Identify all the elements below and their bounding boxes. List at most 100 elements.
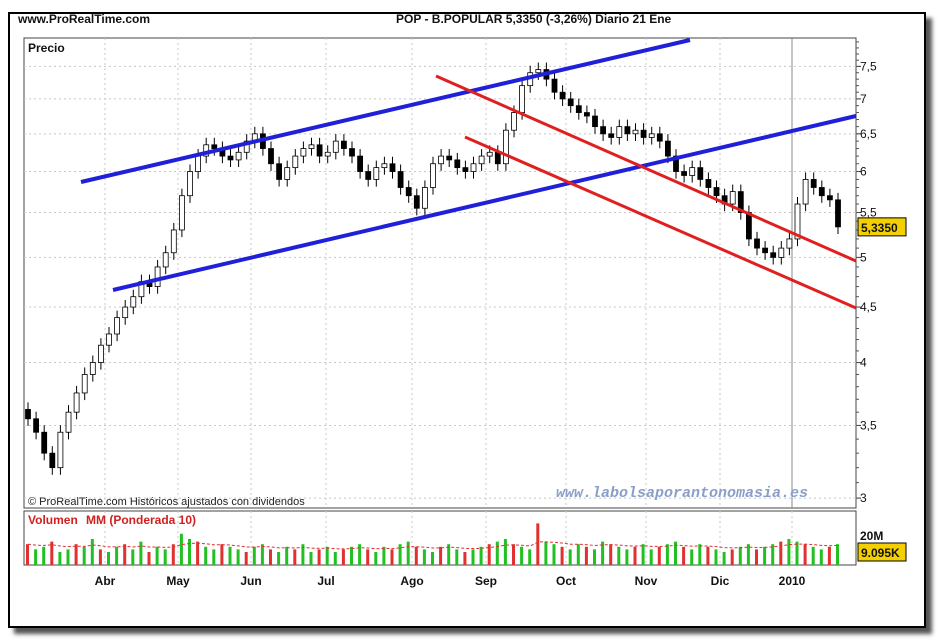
x-tick-label: Dic [711, 574, 730, 588]
volume-bar [309, 552, 313, 565]
candle-body [608, 133, 615, 138]
candle-body [89, 362, 96, 375]
volume-bar [512, 544, 515, 565]
volume-bar [90, 539, 94, 565]
x-tick-label: Jul [317, 574, 334, 588]
candle-body [81, 374, 88, 394]
x-tick-label: 2010 [779, 574, 806, 588]
candle-body [705, 179, 712, 188]
candle-body [600, 126, 606, 135]
candle-body [98, 344, 104, 363]
candle-body [584, 112, 590, 117]
candle-body [697, 167, 704, 180]
watermark-url: www.labolsaporantonomasia.es [556, 485, 808, 502]
candle-body [616, 126, 623, 138]
y-tick-label: 3 [860, 491, 867, 505]
volume-bar [479, 546, 483, 565]
y-tick-label: 3,5 [860, 418, 877, 432]
candle-body [316, 144, 323, 157]
volume-ma-legend: MM (Ponderada 10) [86, 513, 196, 527]
volume-ma-line [27, 541, 839, 550]
volume-bar [301, 544, 305, 565]
volume-bar [358, 544, 362, 565]
last-volume-label: 9.095K [861, 546, 900, 560]
volume-bar [536, 523, 540, 565]
y-tick-label: 7,5 [860, 59, 877, 73]
volume-bar [439, 546, 443, 565]
candle-body [754, 238, 760, 249]
volume-bar [560, 546, 564, 565]
candle-body [478, 155, 485, 165]
volume-bar [390, 549, 394, 565]
candle-body [535, 69, 542, 74]
candle-body [397, 171, 404, 188]
volume-bar [576, 544, 580, 565]
trendline-blue-lower [112, 114, 857, 292]
site-label: www.ProRealTime.com [18, 12, 151, 26]
candle-body [827, 195, 833, 201]
candle-body [430, 163, 436, 188]
volume-bar [285, 546, 289, 565]
volume-bar [107, 552, 110, 565]
volume-bar [422, 549, 426, 565]
candle-body [778, 247, 785, 258]
candle-body [381, 163, 388, 169]
volume-bar [795, 541, 799, 565]
volume-bar [204, 546, 208, 565]
candle-body [49, 452, 56, 469]
candle-body [681, 171, 687, 176]
volume-bar [74, 544, 78, 565]
volume-bar [115, 546, 119, 565]
candle-body [349, 148, 355, 157]
candle-body [737, 191, 744, 213]
candle-body [292, 155, 299, 169]
candle-body [462, 167, 469, 172]
candle-body [122, 306, 129, 319]
candle-body [308, 144, 315, 149]
candle-body [154, 266, 161, 287]
x-tick-label: Oct [556, 574, 576, 588]
volume-bar [260, 544, 264, 565]
candle-body [689, 167, 696, 176]
y-tick-label: 6,5 [860, 127, 877, 141]
volume-bar [593, 549, 596, 565]
volume-bar [236, 549, 240, 565]
y-tick-label: 5,5 [860, 206, 877, 220]
candle-body [284, 167, 291, 180]
volume-bar [625, 549, 629, 565]
volume-bar [657, 546, 661, 565]
volume-bar [155, 546, 159, 565]
volume-bar [139, 541, 143, 565]
volume-bar [463, 552, 467, 565]
candle-body [567, 98, 574, 107]
candle-body [65, 411, 72, 433]
trendline-blue-upper [80, 38, 691, 184]
volume-bar [568, 549, 572, 565]
volume-bar [730, 549, 734, 565]
volume-bar [374, 552, 378, 565]
x-tick-label: Sep [475, 574, 497, 588]
x-tick-label: Jun [240, 574, 261, 588]
candle-body [575, 105, 582, 113]
volume-bar [188, 539, 191, 565]
volume-bar [503, 539, 507, 565]
volume-bar [406, 541, 410, 565]
volume-bar [706, 546, 710, 565]
volume-bar [495, 541, 499, 565]
volume-bar [58, 552, 62, 565]
y-tick-label: 4,5 [860, 300, 877, 314]
volume-bar [196, 541, 200, 565]
volume-bar [431, 552, 434, 565]
volume-bar [528, 549, 532, 565]
candle-body [365, 171, 372, 180]
volume-bar [382, 546, 386, 565]
candle-body [332, 140, 339, 153]
volume-bar [617, 546, 621, 565]
volume-bar [836, 544, 839, 565]
candle-body [130, 296, 137, 308]
candle-body [494, 151, 501, 165]
y-tick-label: 4 [860, 356, 867, 370]
volume-bar [690, 549, 694, 565]
volume-bar [755, 549, 758, 565]
candle-body [438, 155, 445, 165]
